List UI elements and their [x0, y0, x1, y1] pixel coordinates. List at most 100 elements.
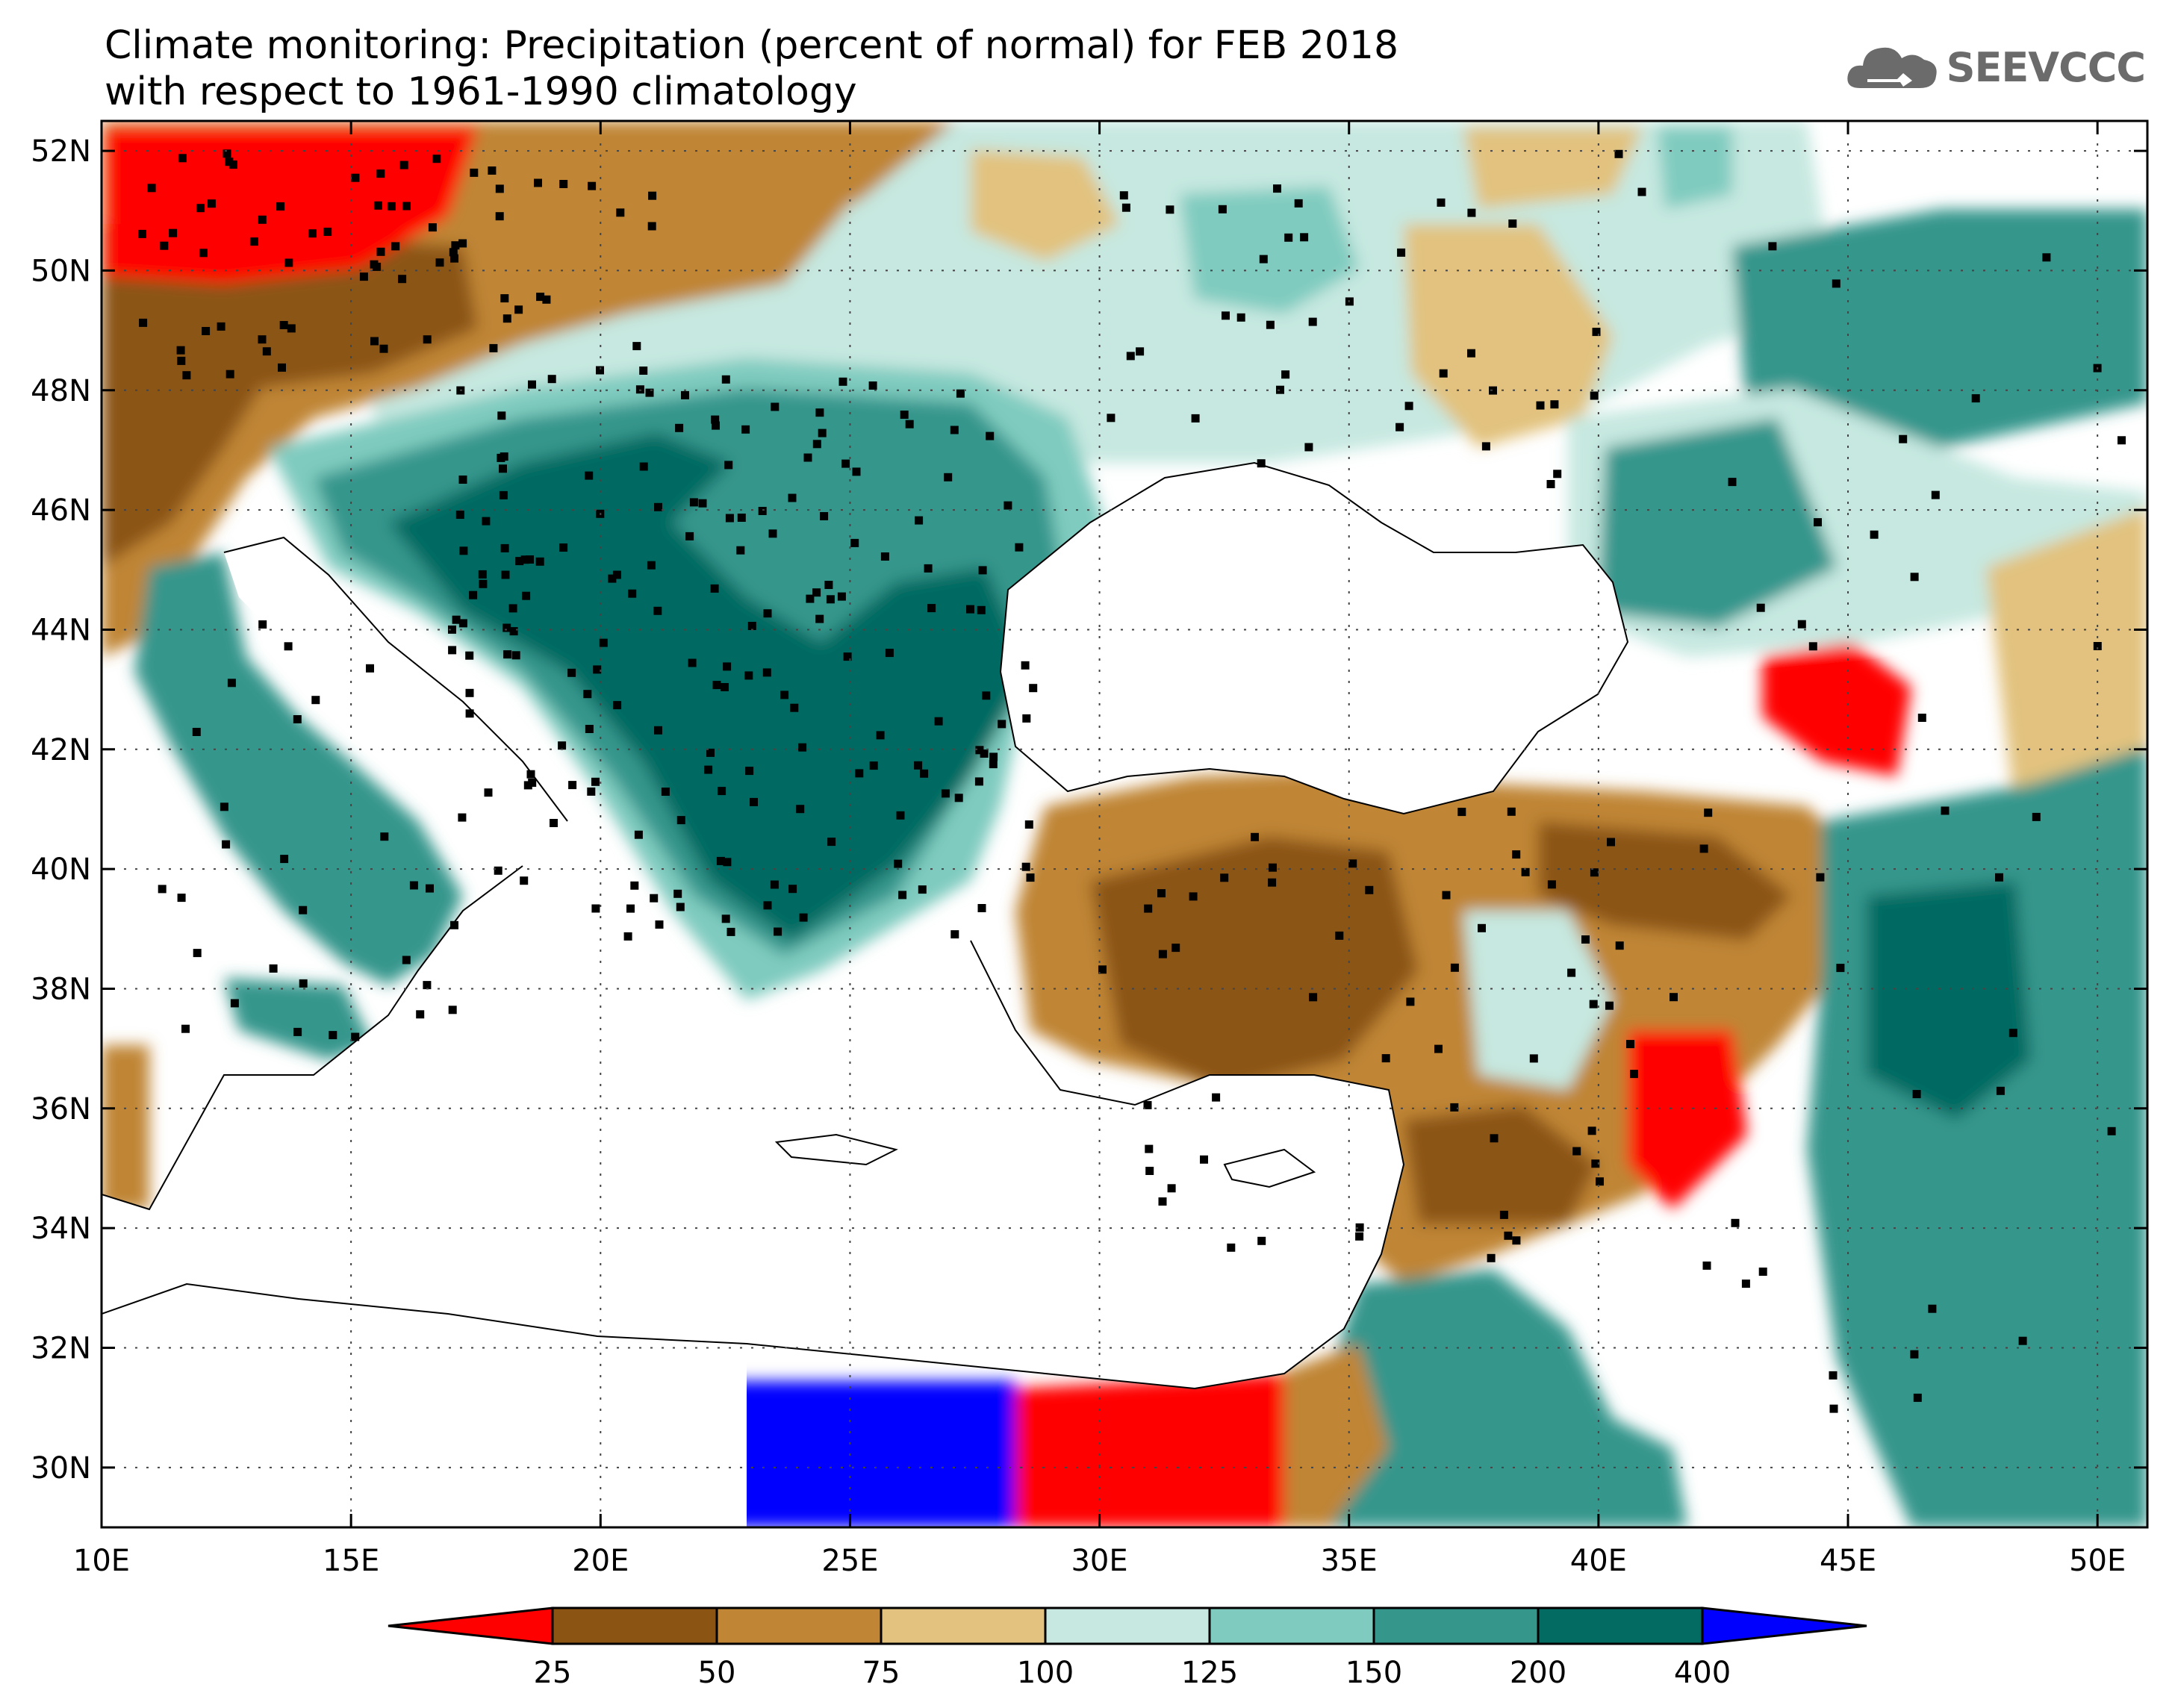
- station-marker: [1381, 1054, 1390, 1063]
- station-marker: [788, 885, 797, 894]
- station-marker: [176, 346, 185, 355]
- station-marker: [258, 620, 267, 629]
- station-marker: [177, 894, 186, 903]
- station-marker: [542, 295, 551, 304]
- station-marker: [484, 788, 493, 797]
- station-marker: [222, 840, 231, 849]
- colorbar-legend: 25 50 75 100 125 150 200 400: [388, 1606, 1867, 1690]
- station-marker: [452, 615, 461, 624]
- station-marker: [1478, 923, 1486, 932]
- colorbar-arrow-high: [1701, 1606, 1867, 1645]
- station-marker: [178, 154, 187, 163]
- station-marker: [1145, 1144, 1154, 1153]
- station-marker: [1236, 313, 1245, 322]
- station-marker: [536, 293, 545, 302]
- station-marker: [1158, 950, 1167, 959]
- station-marker: [956, 389, 965, 398]
- station-marker: [489, 343, 498, 352]
- station-marker: [1276, 385, 1284, 394]
- station-marker: [587, 787, 596, 796]
- station-marker: [596, 366, 604, 375]
- station-marker: [868, 381, 877, 390]
- station-marker: [676, 816, 685, 825]
- station-marker: [1512, 1236, 1521, 1245]
- station-marker: [1816, 873, 1825, 882]
- station-marker: [409, 881, 418, 890]
- station-marker: [147, 184, 156, 193]
- station-marker: [1126, 352, 1135, 361]
- station-marker: [502, 314, 511, 323]
- station-marker: [1024, 820, 1033, 829]
- station-marker: [567, 668, 576, 677]
- station-marker: [806, 594, 815, 603]
- station-marker: [616, 208, 625, 217]
- station-marker: [451, 241, 460, 250]
- station-marker: [1704, 808, 1713, 817]
- station-marker: [900, 411, 909, 419]
- station-marker: [225, 158, 234, 166]
- station-marker: [1592, 328, 1601, 337]
- station-marker: [2032, 812, 2041, 821]
- station-marker: [207, 199, 216, 208]
- station-marker: [547, 375, 556, 384]
- station-marker: [399, 160, 408, 169]
- station-marker: [796, 805, 805, 814]
- station-marker: [1136, 347, 1145, 356]
- station-marker: [770, 880, 779, 889]
- colorbar-label: 200: [1510, 1656, 1566, 1690]
- station-marker: [721, 914, 730, 923]
- station-marker: [944, 473, 953, 481]
- station-marker: [514, 305, 523, 314]
- station-marker: [583, 690, 592, 699]
- black-sea: [1001, 463, 1628, 814]
- station-marker: [1395, 423, 1404, 431]
- station-marker: [1022, 714, 1031, 723]
- station-marker: [812, 440, 821, 449]
- station-marker: [850, 538, 859, 547]
- lon-tick-label: 45E: [1820, 1544, 1876, 1578]
- station-marker: [2042, 253, 2051, 262]
- station-marker: [287, 324, 296, 333]
- station-marker: [918, 885, 927, 894]
- map-title: Climate monitoring: Precipitation (perce…: [105, 22, 1398, 115]
- station-marker: [520, 555, 529, 564]
- station-marker: [284, 642, 293, 651]
- station-marker: [869, 761, 878, 770]
- station-marker: [428, 223, 437, 232]
- station-marker: [1434, 1044, 1443, 1053]
- station-marker: [1259, 255, 1268, 264]
- station-marker: [721, 375, 730, 384]
- station-marker: [230, 999, 239, 1008]
- lon-tick-label: 20E: [572, 1544, 629, 1578]
- latitude-labels: 52N 50N 48N 46N 44N 42N 40N 38N 36N 34N 32N 30N: [31, 134, 91, 1486]
- station-marker: [520, 876, 529, 885]
- station-marker: [654, 502, 662, 511]
- station-marker: [920, 769, 929, 778]
- station-marker: [276, 202, 285, 211]
- station-marker: [278, 363, 286, 372]
- station-marker: [402, 956, 411, 964]
- station-marker: [1145, 1167, 1154, 1175]
- station-marker: [1467, 208, 1476, 217]
- lat-tick-label: 48N: [31, 374, 91, 408]
- station-marker: [1670, 993, 1678, 1002]
- station-marker: [1756, 603, 1765, 612]
- station-marker: [455, 511, 464, 519]
- station-marker: [1281, 370, 1290, 379]
- station-marker: [1189, 892, 1198, 901]
- lon-tick-label: 15E: [323, 1544, 379, 1578]
- station-marker: [1758, 1268, 1767, 1276]
- station-marker: [1728, 478, 1737, 487]
- station-marker: [258, 215, 267, 224]
- station-marker: [774, 927, 782, 936]
- station-marker: [465, 709, 474, 718]
- station-marker: [1021, 862, 1030, 871]
- station-marker: [818, 428, 827, 437]
- station-marker: [977, 904, 986, 912]
- station-marker: [639, 462, 648, 471]
- station-marker: [515, 557, 524, 566]
- caspian-sea: [2147, 448, 2165, 463]
- station-marker: [465, 651, 474, 660]
- colorbar-segment: [715, 1606, 883, 1645]
- station-marker: [675, 423, 684, 432]
